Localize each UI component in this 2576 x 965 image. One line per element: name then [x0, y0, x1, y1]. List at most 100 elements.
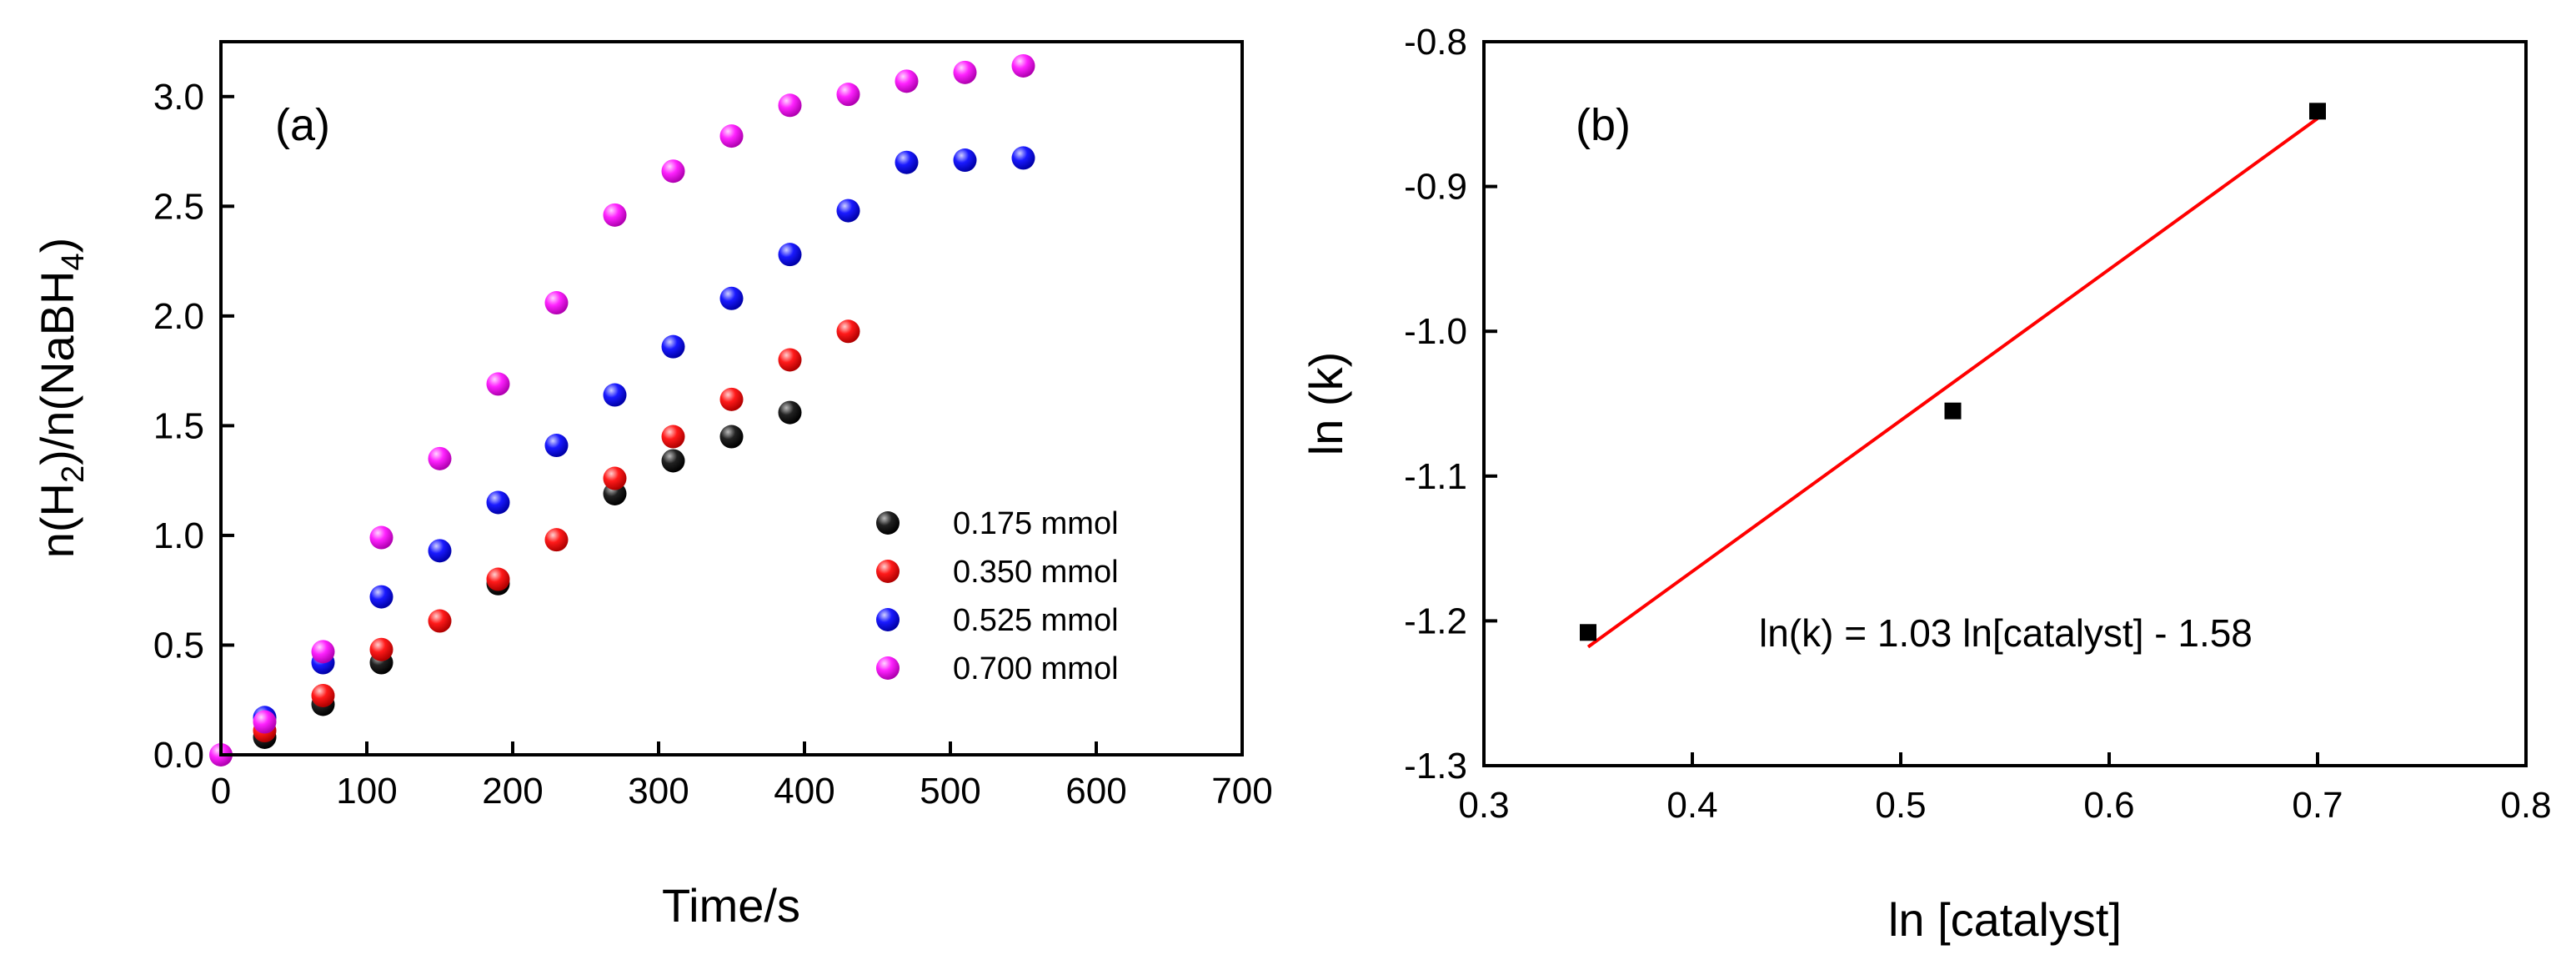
chart-a-point-s3-8	[661, 159, 685, 183]
chart-a-x-tick-label: 400	[774, 771, 834, 812]
chart-b-x-tick-label: 0.4	[1666, 785, 1717, 826]
chart-a-point-s3-11	[836, 83, 860, 107]
chart-a-point-s1-9	[778, 348, 802, 372]
chart-panel-b: 0.3 0.4 0.5 0.6 0.7 0.8 -1.3-1.2-1.1-1.0-0.9-…	[1300, 22, 2552, 946]
chart-b-y-tick-label: -1.1	[1404, 456, 1467, 497]
chart-a-point-s0-5	[661, 449, 685, 473]
chart-a-x-tick-label: 600	[1065, 771, 1126, 812]
chart-a-point-s1-5	[544, 528, 569, 552]
chart-a-y-tick-label: 3.0	[153, 77, 204, 118]
chart-a-point-s2-2	[369, 585, 393, 609]
chart-b-x-tick-label: 0.5	[1875, 785, 1926, 826]
chart-b-y-axis-title: ln (k)	[1300, 352, 1352, 455]
chart-a-legend-marker	[876, 560, 900, 583]
chart-a-legend-marker	[876, 608, 900, 631]
chart-a-legend-marker	[876, 656, 900, 680]
chart-a-point-s3-6	[544, 291, 569, 315]
chart-a-point-s2-12	[953, 148, 977, 173]
chart-b-annotation: ln(k) = 1.03 ln[catalyst] - 1.58	[1759, 611, 2253, 655]
chart-a-point-s1-3	[428, 609, 452, 633]
chart-b-panel-label: (b)	[1576, 100, 1631, 150]
chart-a-x-tick-label: 200	[482, 771, 543, 812]
chart-b-y-tick-label: -0.9	[1404, 167, 1467, 208]
chart-b-y-tick-label: -1.2	[1404, 601, 1467, 641]
chart-a-point-s2-3	[428, 539, 452, 563]
chart-a-point-s1-1	[311, 683, 335, 707]
chart-a-y-tick-label: 1.5	[153, 405, 204, 446]
chart-a-marks	[209, 53, 1035, 766]
chart-a-point-s3-1	[253, 710, 277, 734]
chart-a-legend-label: 0.700 mmol	[953, 651, 1119, 686]
chart-a-point-s2-5	[544, 434, 569, 458]
chart-a-y-tick-label: 2.5	[153, 186, 204, 227]
chart-a-y-tick-label: 0.0	[153, 735, 204, 776]
chart-a-point-s3-4	[428, 446, 452, 470]
chart-a-y-tick-label: 1.0	[153, 515, 204, 556]
chart-a-point-s0-7	[778, 400, 802, 425]
chart-a-x-ticks: 0 100 200 300 400 500 600 700	[211, 741, 1273, 812]
chart-b-y-tick-label: -1.3	[1404, 746, 1467, 787]
chart-a-x-tick-label: 100	[336, 771, 397, 812]
chart-a-ylabel-sub1: 2	[56, 465, 91, 483]
chart-b-y-tick-label: -1.0	[1404, 311, 1467, 352]
chart-a-legend-label: 0.525 mmol	[953, 603, 1119, 638]
chart-a-point-s1-10	[836, 319, 860, 344]
chart-a-point-s3-10	[778, 93, 802, 118]
chart-b-y-ticks: -1.3 -1.2 -1.1 -1.0 -0.9 -0.8	[1404, 22, 1497, 787]
chart-b-x-tick-label: 0.3	[1458, 785, 1509, 826]
chart-a-point-s3-3	[369, 525, 393, 550]
chart-a-legend: 0.175 mmol 0.350 mmol 0.525 mmol 0.700 mmol	[876, 506, 1119, 686]
chart-a-point-s3-13	[953, 60, 977, 84]
chart-a-plot-frame	[219, 40, 1244, 756]
chart-a-point-s3-2	[311, 640, 335, 664]
chart-a-point-s1-7	[661, 425, 685, 449]
chart-b-x-tick-label: 0.8	[2500, 785, 2551, 826]
chart-a-point-s1-8	[719, 387, 744, 411]
chart-b-plot-frame	[1482, 40, 2528, 767]
chart-a-point-s2-13	[1011, 146, 1035, 170]
chart-a-point-s3-9	[719, 124, 744, 148]
chart-a-point-s2-6	[603, 383, 627, 407]
chart-b-x-axis-title: ln [catalyst]	[1888, 893, 2122, 946]
chart-b-point-0	[1580, 624, 1596, 641]
chart-a-y-tick-label: 0.5	[153, 625, 204, 666]
chart-a-x-tick-label: 700	[1211, 771, 1272, 812]
chart-a-point-s3-14	[1011, 53, 1035, 78]
chart-a-ylabel-mid: )/n(NaBH	[31, 271, 83, 465]
chart-b-y-tick-label: -0.8	[1404, 22, 1467, 63]
chart-a-point-s2-10	[836, 199, 860, 223]
chart-b-fit-line	[1586, 117, 2319, 649]
chart-a-point-s2-7	[661, 334, 685, 359]
chart-a-point-s2-11	[895, 150, 919, 174]
chart-a-ylabel-main: n(H	[31, 483, 83, 558]
chart-a-point-s3-5	[486, 372, 510, 396]
chart-a-point-s1-2	[369, 637, 393, 661]
chart-a-ylabel-end: )	[31, 238, 83, 254]
chart-a-x-tick-label: 500	[920, 771, 980, 812]
chart-b-point-1	[1944, 402, 1962, 420]
chart-a-point-s2-8	[719, 286, 744, 310]
chart-b-point-2	[2309, 103, 2326, 120]
chart-a-point-s2-4	[486, 490, 510, 515]
chart-b-x-tick-label: 0.6	[2083, 785, 2134, 826]
chart-a-legend-label: 0.175 mmol	[953, 506, 1119, 541]
chart-b-x-ticks: 0.3 0.4 0.5 0.6 0.7 0.8	[1458, 752, 2552, 826]
chart-a-x-tick-label: 300	[628, 771, 689, 812]
chart-a-point-s3-12	[895, 69, 919, 93]
chart-a-y-axis-title: n(H2)/n(NaBH4)	[31, 238, 91, 559]
chart-b-x-tick-label: 0.7	[2292, 785, 2343, 826]
chart-a-panel-label: (a)	[275, 100, 330, 150]
chart-a-legend-label: 0.350 mmol	[953, 555, 1119, 590]
chart-a-legend-marker	[876, 511, 900, 535]
chart-a-ylabel-sub2: 4	[56, 253, 91, 270]
chart-a-point-s0-6	[719, 425, 744, 449]
chart-a-x-tick-label: 0	[211, 771, 231, 812]
chart-a-y-tick-label: 2.0	[153, 296, 204, 337]
chart-a-point-s3-7	[603, 203, 627, 227]
chart-b-marks	[1580, 103, 2326, 649]
chart-a-y-ticks: 0.0 0.5 1.0 1.5 2.0 2.5 3.0	[153, 77, 234, 776]
chart-panel-a: 0 100 200 300 400 500 600 700 0.0 0.5 1.0 1.5 2.0 2.…	[31, 40, 1273, 932]
chart-a-point-s1-4	[486, 567, 510, 591]
chart-a-point-s2-9	[778, 243, 802, 267]
